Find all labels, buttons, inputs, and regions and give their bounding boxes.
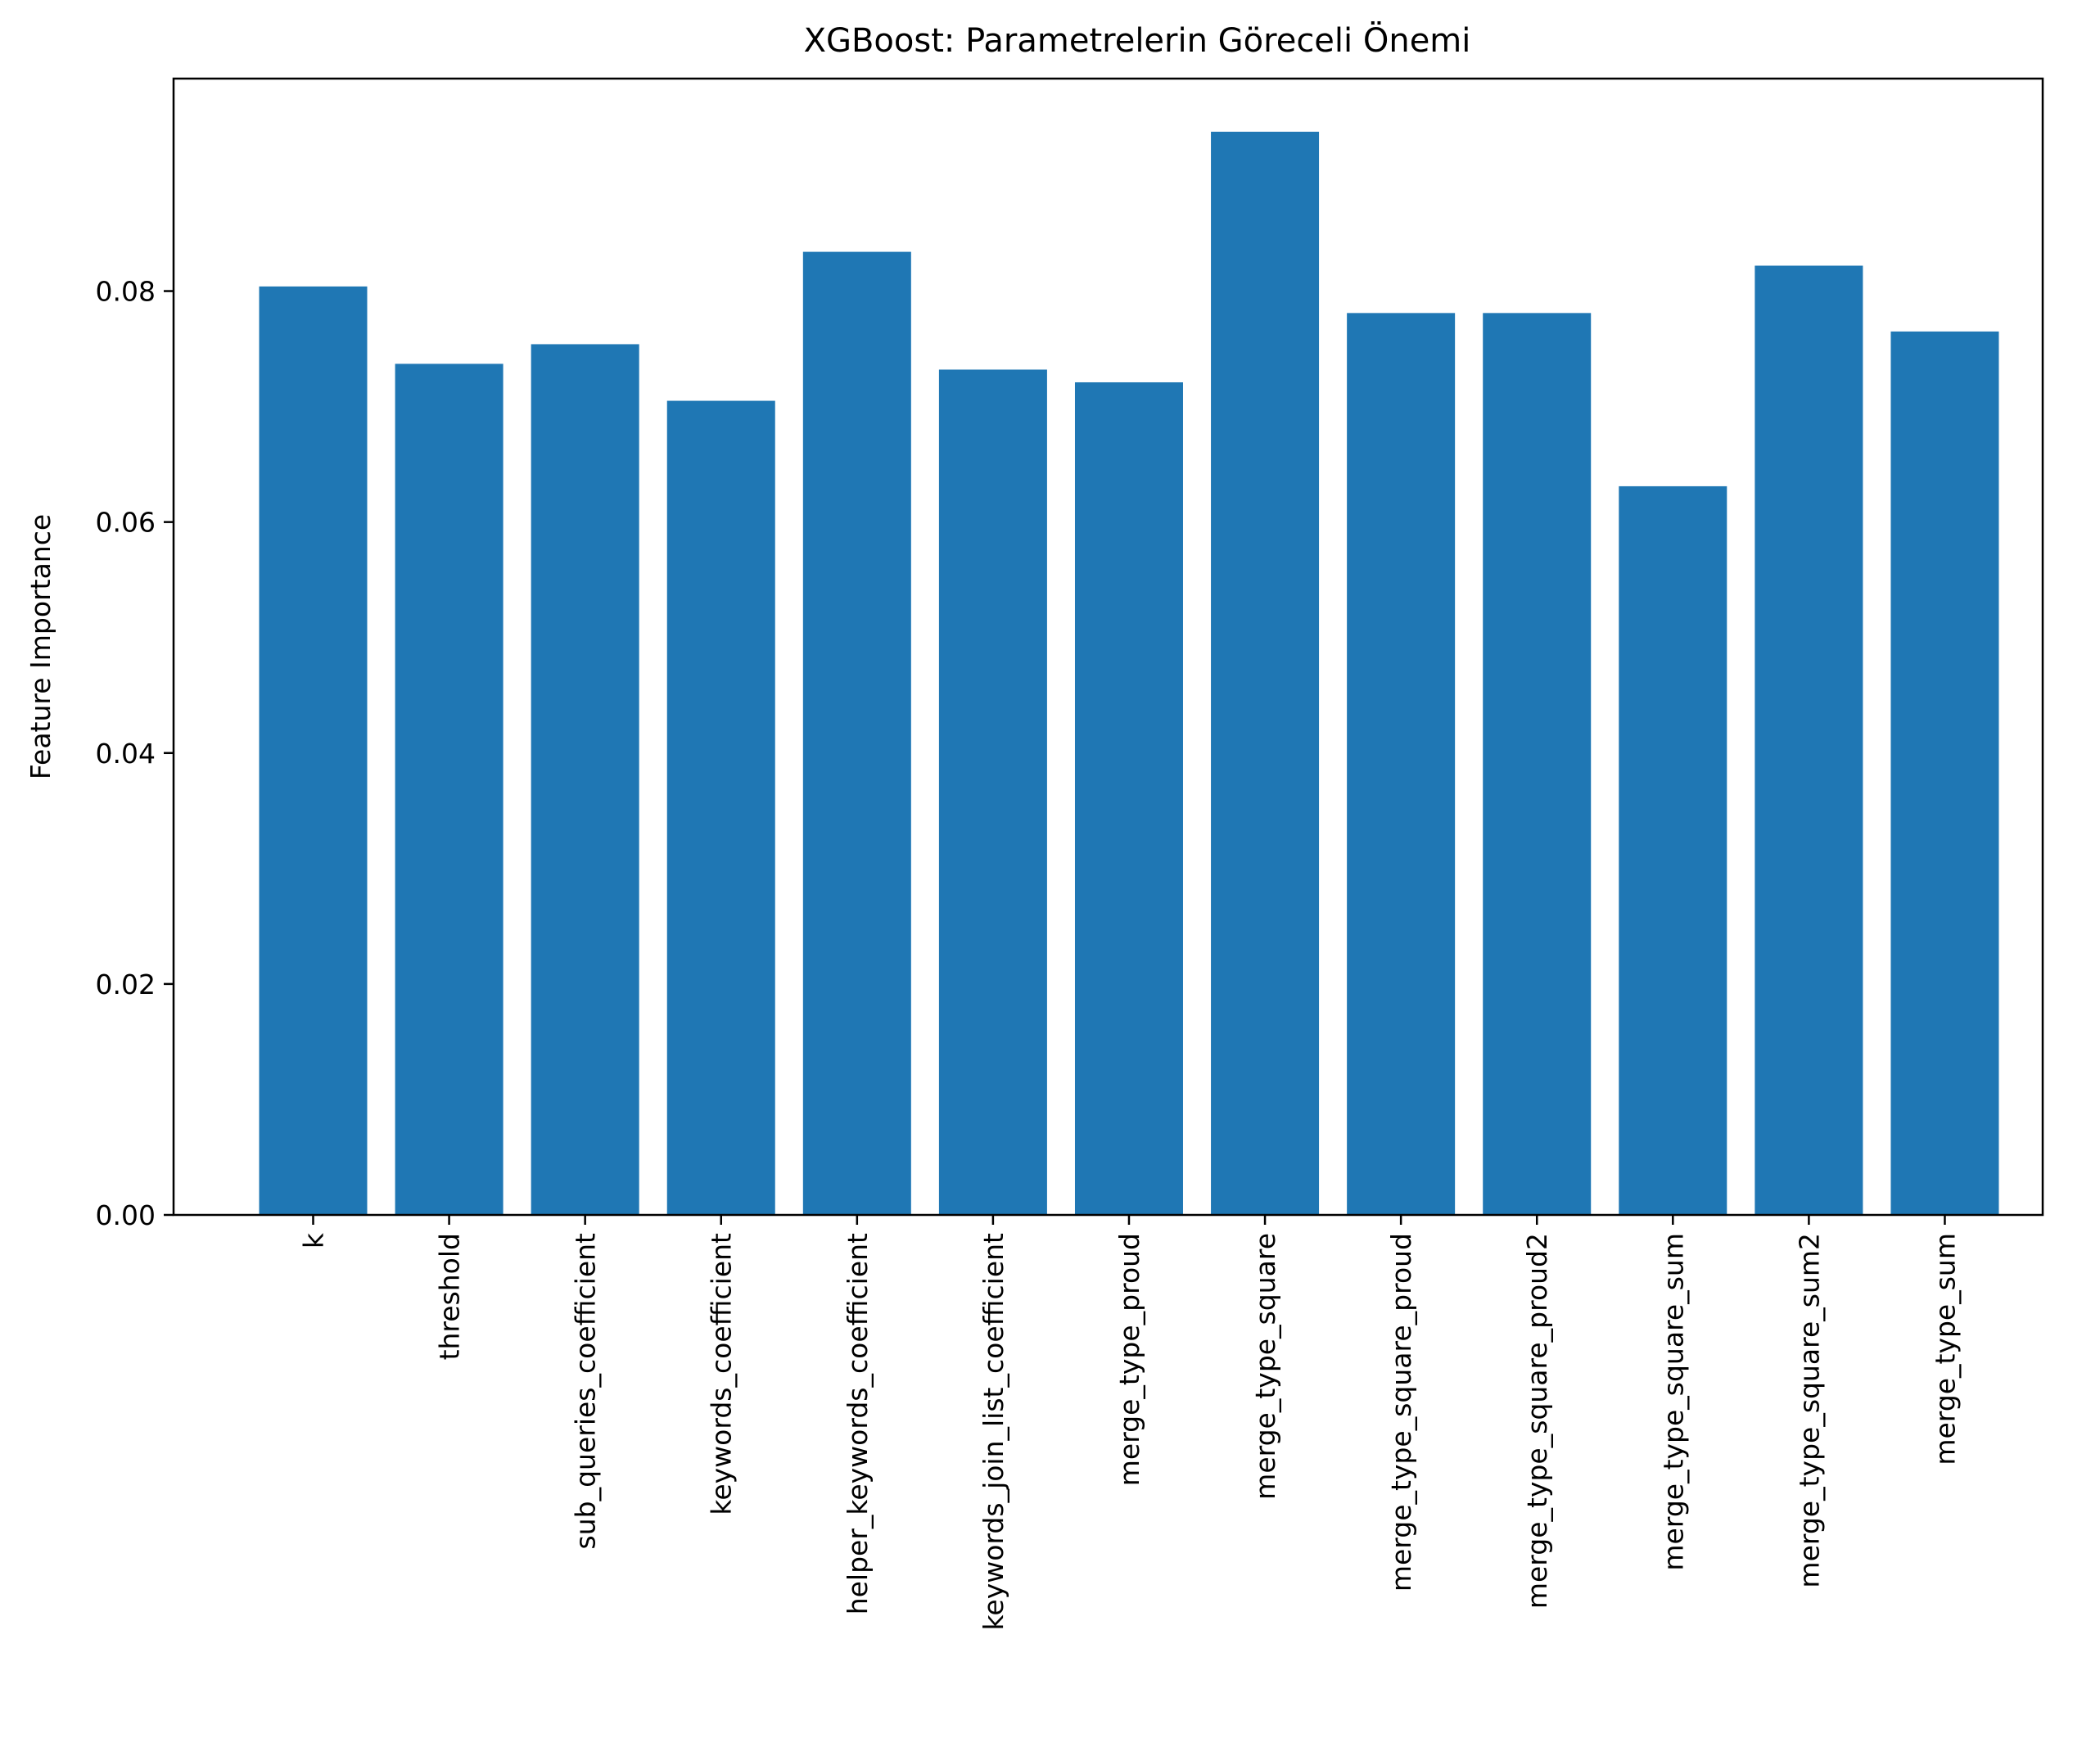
x-tick-label: keywords_join_list_coefficient <box>978 1233 1009 1631</box>
x-tick-label: keywords_coefficient <box>706 1233 738 1515</box>
y-tick-label: 0.08 <box>96 276 156 308</box>
plot-area: 0.00 0.02 0.04 0.06 0.08 k threshold sub_querie… <box>96 77 2044 1631</box>
bar-merge_type_proud <box>1074 382 1183 1216</box>
bar-sub_queries_coefficient <box>531 344 639 1216</box>
bar-merge_type_square <box>1211 131 1320 1215</box>
y-tick-label: 0.02 <box>96 969 156 1000</box>
y-tick-label: 0.06 <box>96 507 156 539</box>
bar-keywords_join_list_coefficient <box>938 369 1047 1216</box>
x-tick-label: merge_type_square <box>1249 1233 1281 1500</box>
bar-threshold <box>395 363 504 1215</box>
x-tick-label: merge_type_square_sum2 <box>1793 1233 1825 1588</box>
bar-helper_keywords_coefficient <box>802 251 911 1216</box>
x-tick-label: merge_type_proud <box>1113 1233 1145 1486</box>
x-tick-label: merge_type_square_proud <box>1385 1233 1417 1592</box>
bar-k <box>259 286 368 1215</box>
bar-keywords_coefficient <box>666 400 775 1215</box>
x-tick-label: k <box>298 1232 330 1249</box>
x-tick-label: merge_type_square_sum <box>1657 1233 1689 1571</box>
x-tick-label: merge_type_square_proud2 <box>1521 1233 1553 1609</box>
bar-merge_type_sum <box>1890 331 1999 1215</box>
chart-title: XGBoost: Parametrelerin Göreceli Önemi <box>804 20 1471 60</box>
x-tick-label: helper_keywords_coefficient <box>842 1233 874 1614</box>
y-axis-label: Feature Importance <box>25 514 56 779</box>
axes-frame <box>172 77 2044 1217</box>
y-tick-label: 0.00 <box>96 1199 156 1231</box>
bar-merge_type_square_proud2 <box>1483 313 1592 1216</box>
x-tick-label: sub_queries_coefficient <box>570 1233 602 1550</box>
x-tick-label: merge_type_sum <box>1929 1233 1961 1465</box>
y-tick-label: 0.04 <box>96 738 156 770</box>
bar-merge_type_square_sum2 <box>1755 265 1863 1215</box>
bar-merge_type_square_sum <box>1619 485 1727 1215</box>
x-tick-label: threshold <box>434 1233 466 1360</box>
bar-merge_type_square_proud <box>1347 313 1456 1216</box>
